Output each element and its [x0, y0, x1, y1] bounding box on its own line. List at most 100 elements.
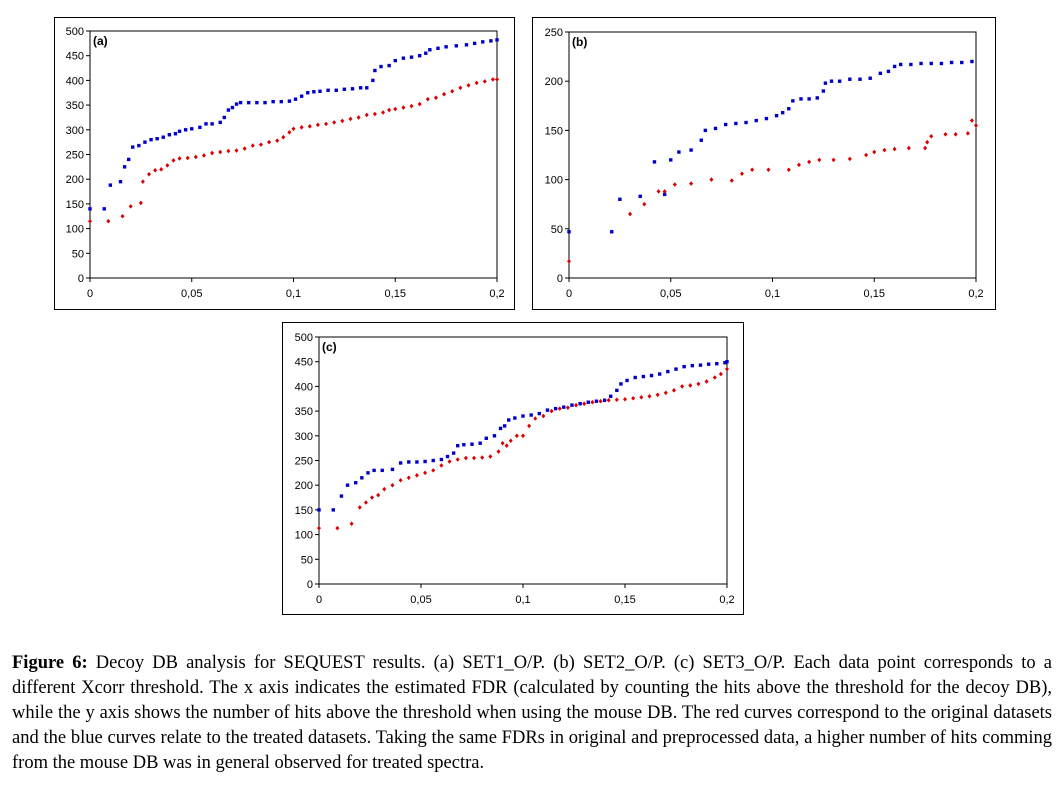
data-point [709, 177, 714, 182]
data-point [619, 382, 623, 386]
data-point [462, 442, 466, 447]
y-tick-label: 150 [295, 505, 313, 517]
y-tick-label: 200 [66, 174, 84, 186]
data-point [439, 463, 444, 468]
data-point [464, 43, 469, 47]
y-tick-label: 300 [66, 125, 84, 137]
data-point [234, 148, 239, 153]
data-point [598, 398, 603, 404]
data-point [193, 154, 198, 160]
plot-area-c [318, 336, 728, 585]
data-point [496, 449, 501, 454]
data-point [463, 455, 468, 461]
data-point [669, 158, 673, 162]
data-point [823, 81, 828, 85]
data-point [750, 167, 755, 173]
data-point [969, 118, 974, 123]
series-red-b [567, 118, 978, 264]
data-point [545, 408, 550, 412]
data-point [428, 48, 432, 52]
data-point [882, 147, 887, 153]
data-point [609, 394, 613, 398]
data-point [226, 148, 231, 154]
data-point [222, 115, 227, 120]
data-point [445, 454, 450, 459]
data-point [447, 459, 452, 464]
data-point [578, 401, 582, 406]
y-tick-label: 100 [545, 175, 563, 187]
data-point [417, 54, 422, 58]
data-point [807, 159, 812, 165]
data-point [521, 414, 525, 418]
data-point [387, 107, 392, 113]
y-tick-label: 250 [545, 27, 563, 39]
data-point [656, 189, 661, 194]
x-tick-label: 0,1 [286, 288, 301, 300]
data-point [521, 433, 525, 439]
data-point [106, 218, 111, 224]
data-point [791, 99, 795, 103]
data-point [293, 97, 298, 101]
data-point [165, 163, 170, 168]
data-point [489, 39, 493, 43]
data-point [495, 38, 499, 42]
data-point [960, 60, 964, 65]
data-point [712, 375, 717, 380]
data-point [706, 362, 711, 366]
y-tick-label: 500 [295, 332, 313, 344]
y-tick-label: 200 [545, 76, 563, 88]
data-point [923, 145, 928, 151]
data-point [508, 438, 513, 444]
data-point [299, 94, 304, 98]
data-point [409, 103, 414, 109]
data-point [357, 505, 362, 510]
data-point [414, 473, 419, 478]
data-point [372, 111, 377, 117]
data-point [173, 132, 178, 136]
data-point [582, 401, 587, 406]
x-tick-label: 0,05 [181, 288, 202, 300]
data-point [102, 207, 106, 211]
data-point [370, 495, 375, 500]
data-point [88, 207, 92, 211]
x-tick-label: 0 [316, 594, 322, 606]
data-point [533, 416, 538, 421]
data-point [108, 183, 113, 187]
data-point [647, 393, 652, 399]
data-point [478, 441, 482, 445]
data-point [387, 63, 391, 68]
data-point [307, 124, 312, 129]
data-point [218, 120, 222, 125]
chart-panel-b: 0 50 100 150 200 250 0 0,05 0,1 0,15 0,2 (b) [532, 17, 996, 310]
data-point [356, 115, 361, 120]
data-point [929, 134, 934, 139]
data-point [965, 131, 970, 136]
data-point [606, 397, 611, 403]
data-point [382, 486, 387, 492]
data-point [868, 76, 872, 80]
data-point [250, 143, 255, 148]
data-point [398, 477, 403, 483]
data-point [682, 364, 686, 369]
y-tick-label: 0 [307, 579, 313, 591]
data-point [271, 99, 275, 104]
series-red-c [317, 366, 729, 531]
data-point [514, 433, 519, 439]
data-point [610, 230, 614, 234]
data-point [315, 122, 320, 128]
series-blue-c [317, 360, 729, 512]
data-point [628, 211, 633, 217]
data-point [906, 145, 911, 151]
data-point [455, 457, 460, 462]
data-point [218, 149, 223, 155]
data-point [442, 91, 447, 97]
data-point [829, 79, 834, 83]
data-point [177, 129, 182, 133]
data-point [541, 413, 546, 419]
data-point [872, 149, 877, 155]
y-tick-label: 150 [66, 199, 84, 211]
data-point [466, 83, 471, 88]
data-point [406, 475, 411, 481]
data-point [567, 230, 571, 234]
data-point [500, 440, 505, 446]
